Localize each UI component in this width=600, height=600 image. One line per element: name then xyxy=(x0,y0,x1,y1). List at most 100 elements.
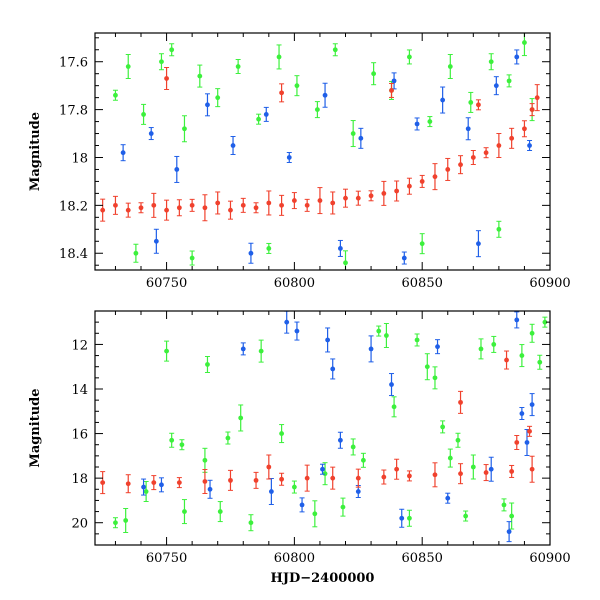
y-tick-label: 18.2 xyxy=(59,199,88,214)
data-point xyxy=(491,335,497,353)
data-point xyxy=(394,458,400,480)
data-point xyxy=(125,474,131,494)
data-point xyxy=(176,477,182,489)
data-point xyxy=(291,192,297,210)
y-axis: 12 14 16 18 20 xyxy=(71,310,550,546)
data-point xyxy=(496,133,502,159)
data-point xyxy=(279,424,285,444)
data-point xyxy=(419,174,425,188)
x-tick-label: 60750 xyxy=(146,551,187,566)
x-tick-label: 60850 xyxy=(402,276,443,291)
data-point xyxy=(100,198,106,222)
y-tick-label: 12 xyxy=(71,338,88,353)
y-tick-label: 18.4 xyxy=(59,247,88,262)
data-point xyxy=(401,251,407,265)
data-point xyxy=(483,464,489,482)
data-point xyxy=(542,316,548,328)
data-point xyxy=(445,492,451,504)
data-point xyxy=(521,120,527,138)
data-point xyxy=(432,163,438,191)
data-point xyxy=(179,439,185,451)
data-point xyxy=(197,64,203,88)
data-point xyxy=(414,117,420,131)
data-point xyxy=(514,311,520,329)
data-point xyxy=(164,66,170,90)
y-tick-label: 17.8 xyxy=(59,104,88,119)
data-point xyxy=(468,91,474,113)
y-axis: 17.6 17.8 18 18.2 18.4 xyxy=(59,37,550,266)
data-point xyxy=(189,250,195,266)
y-tick-label: 14 xyxy=(71,383,88,398)
x-tick-label: 60800 xyxy=(274,551,315,566)
data-point xyxy=(240,197,246,213)
data-point xyxy=(138,202,144,214)
data-point xyxy=(350,438,356,456)
data-point xyxy=(529,103,535,117)
data-point xyxy=(133,243,139,263)
data-point xyxy=(320,463,325,475)
x-tick-label: 60800 xyxy=(274,276,315,291)
data-point xyxy=(120,144,126,162)
data-point xyxy=(294,75,300,97)
x-tick-label: 60750 xyxy=(146,276,187,291)
data-point xyxy=(440,86,446,114)
data-point xyxy=(332,43,338,57)
data-point xyxy=(424,353,430,381)
data-point xyxy=(527,140,533,152)
data-point xyxy=(276,44,282,70)
data-point xyxy=(304,464,310,492)
data-point xyxy=(299,497,305,513)
data-point xyxy=(215,191,221,215)
data-point xyxy=(164,340,170,362)
data-point xyxy=(304,198,310,212)
data-point xyxy=(419,233,425,255)
data-point xyxy=(483,147,489,159)
data-point xyxy=(391,396,397,418)
data-point xyxy=(435,339,441,355)
data-point xyxy=(148,127,154,141)
data-point xyxy=(330,358,336,380)
data-point xyxy=(151,475,157,491)
data-point xyxy=(112,89,118,101)
data-point xyxy=(537,354,543,370)
data-point xyxy=(475,230,481,258)
data-point xyxy=(258,339,264,363)
data-point xyxy=(381,180,387,206)
data-point xyxy=(478,338,484,360)
data-point xyxy=(414,333,420,347)
data-point xyxy=(399,508,405,528)
data-point xyxy=(314,101,320,119)
data-point xyxy=(248,514,254,532)
data-point xyxy=(215,88,221,108)
data-point xyxy=(343,250,349,270)
data-point xyxy=(312,500,318,528)
data-point xyxy=(266,242,272,254)
data-point xyxy=(509,502,515,530)
data-point xyxy=(330,466,336,490)
y-tick-label: 18 xyxy=(71,472,88,487)
data-point xyxy=(427,116,433,128)
x-axis: 60750 60800 60850 60900 xyxy=(114,33,571,291)
data-point xyxy=(158,477,164,493)
data-point xyxy=(158,53,164,71)
data-point xyxy=(279,83,285,103)
data-point xyxy=(112,517,118,529)
data-point xyxy=(488,456,494,482)
data-point xyxy=(493,76,499,96)
data-point xyxy=(322,462,328,486)
data-point xyxy=(176,199,182,217)
data-point xyxy=(181,499,187,525)
data-point xyxy=(112,195,118,215)
bottom-panel: 60750 60800 60850 60900 12 14 16 18 20 Magnitude H… xyxy=(28,310,571,586)
data-point xyxy=(174,155,180,183)
x-tick-label: 60900 xyxy=(529,276,570,291)
x-axis-title: HJD−2400000 xyxy=(271,571,375,586)
data-point xyxy=(286,151,292,163)
data-point xyxy=(263,106,269,122)
data-point xyxy=(524,428,530,456)
data-point xyxy=(189,198,195,212)
data-point xyxy=(488,53,494,71)
plot-frame xyxy=(94,310,551,546)
data-point xyxy=(455,432,461,448)
y-tick-label: 17.6 xyxy=(59,56,88,71)
